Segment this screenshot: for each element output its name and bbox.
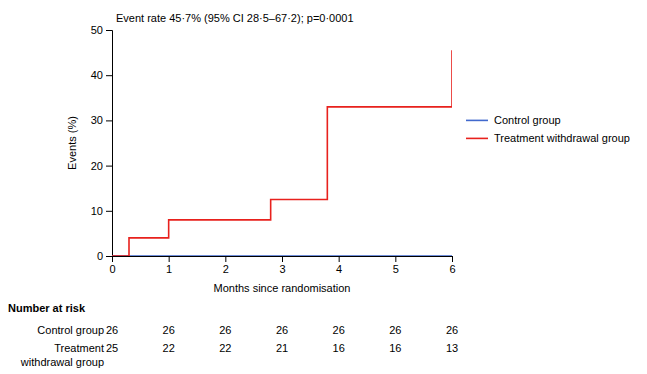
x-axis-tick-label: 3 <box>279 263 285 275</box>
legend-label: Control group <box>494 114 561 126</box>
y-axis-tick-mark <box>106 75 112 76</box>
x-axis-tick: 1 <box>166 256 172 275</box>
y-axis-tick-mark <box>106 120 112 121</box>
chart: 0 1 2 3 4 5 6 0 10 20 30 40 50 Months since randomisa… <box>0 0 647 374</box>
risk-table-title: Number at risk <box>8 302 86 314</box>
x-axis-tick: 5 <box>393 256 399 275</box>
x-axis-tick: 3 <box>279 256 285 275</box>
series-line <box>112 255 452 256</box>
risk-row-label: withdrawal group <box>20 356 104 368</box>
y-axis-tick-label: 20 <box>91 160 103 172</box>
y-axis-tick: 40 <box>91 69 112 81</box>
legend-label: Treatment withdrawal group <box>494 132 630 144</box>
legend: Control group Treatment withdrawal group <box>466 114 630 144</box>
y-axis: 0 10 20 30 40 50 <box>91 24 113 262</box>
x-axis-tick-label: 6 <box>449 263 455 275</box>
lines <box>112 50 452 256</box>
x-axis-tick-mark <box>452 256 453 262</box>
x-axis-line <box>113 257 453 263</box>
risk-value: 26 <box>446 324 458 336</box>
risk-value: 16 <box>333 342 345 354</box>
x-axis-tick-mark <box>339 256 340 262</box>
y-axis-tick: 50 <box>91 24 112 36</box>
risk-row-label: Control group <box>37 324 104 336</box>
y-axis-tick-label: 50 <box>91 24 103 36</box>
x-axis-tick: 4 <box>336 256 342 275</box>
y-axis-tick-label: 10 <box>91 205 103 217</box>
x-axis-tick-mark <box>282 256 283 262</box>
series-line <box>112 50 452 256</box>
risk-value: 16 <box>389 342 401 354</box>
x-axis-tick-label: 4 <box>336 263 342 275</box>
x-axis-tick-label: 1 <box>166 263 172 275</box>
y-axis-tick-label: 0 <box>97 250 103 262</box>
x-axis-tick-mark <box>225 256 226 262</box>
risk-value: 21 <box>276 342 288 354</box>
y-axis-tick: 10 <box>91 205 112 217</box>
y-axis-tick: 20 <box>91 160 112 172</box>
y-axis-tick-mark <box>106 30 112 31</box>
risk-value: 13 <box>446 342 458 354</box>
risk-table: Number at riskControl group2626262626262… <box>8 302 458 368</box>
risk-value: 26 <box>163 324 175 336</box>
x-axis-tick: 0 <box>109 256 115 275</box>
x-axis-tick: 6 <box>449 256 455 275</box>
legend-item: Treatment withdrawal group <box>466 132 630 144</box>
y-axis-line <box>106 31 113 257</box>
y-axis-title: Events (%) <box>66 116 78 170</box>
risk-row-label: Treatment <box>54 342 104 354</box>
risk-value: 22 <box>219 342 231 354</box>
risk-value: 26 <box>389 324 401 336</box>
x-axis-tick: 2 <box>223 256 229 275</box>
plot: 0 1 2 3 4 5 6 0 10 20 30 40 50 <box>91 24 456 275</box>
y-axis-tick: 30 <box>91 114 112 126</box>
risk-value: 26 <box>276 324 288 336</box>
annotation: Event rate 45·7% (95% CI 28·5–67·2); p=0… <box>116 12 354 24</box>
y-axis-tick-mark <box>106 256 112 257</box>
y-axis-tick-mark <box>106 166 112 167</box>
x-axis-title: Months since randomisation <box>214 282 351 294</box>
y-axis-tick: 0 <box>97 250 112 262</box>
risk-value: 25 <box>106 342 118 354</box>
risk-value: 26 <box>219 324 231 336</box>
x-axis-tick-mark <box>169 256 170 262</box>
legend-swatch <box>466 120 488 122</box>
y-axis-tick-label: 30 <box>91 114 103 126</box>
legend-swatch <box>466 138 488 140</box>
x-axis-tick-label: 5 <box>393 263 399 275</box>
risk-value: 22 <box>163 342 175 354</box>
x-axis-tick-mark <box>395 256 396 262</box>
x-axis-tick-label: 2 <box>223 263 229 275</box>
risk-value: 26 <box>106 324 118 336</box>
x-axis: 0 1 2 3 4 5 6 <box>109 256 455 275</box>
x-axis-tick-label: 0 <box>109 263 115 275</box>
risk-value: 26 <box>333 324 345 336</box>
legend-item: Control group <box>466 114 561 126</box>
y-axis-tick-label: 40 <box>91 69 103 81</box>
y-axis-tick-mark <box>106 211 112 212</box>
